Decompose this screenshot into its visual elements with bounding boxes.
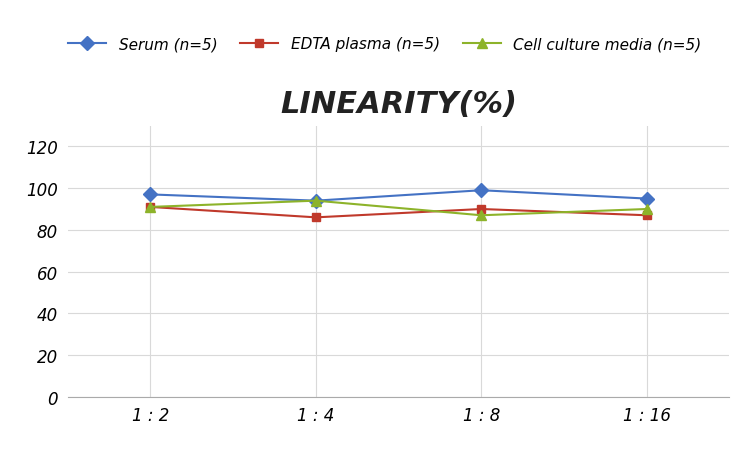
Serum (n=5) — [146, 192, 155, 198]
Cell culture media (n=5) — [477, 213, 486, 218]
Legend: Serum (n=5), EDTA plasma (n=5), Cell culture media (n=5): Serum (n=5), EDTA plasma (n=5), Cell cul… — [62, 31, 708, 58]
EDTA plasma (n=5) — [642, 213, 651, 218]
Line: EDTA plasma (n=5): EDTA plasma (n=5) — [146, 203, 651, 222]
Line: Serum (n=5): Serum (n=5) — [146, 186, 651, 206]
Cell culture media (n=5) — [642, 207, 651, 212]
Cell culture media (n=5) — [146, 205, 155, 210]
Serum (n=5) — [642, 197, 651, 202]
Title: LINEARITY(%): LINEARITY(%) — [280, 89, 517, 119]
EDTA plasma (n=5) — [146, 205, 155, 210]
Serum (n=5) — [477, 188, 486, 193]
EDTA plasma (n=5) — [477, 207, 486, 212]
Serum (n=5) — [311, 198, 320, 204]
Cell culture media (n=5) — [311, 198, 320, 204]
Line: Cell culture media (n=5): Cell culture media (n=5) — [146, 196, 651, 221]
EDTA plasma (n=5) — [311, 215, 320, 221]
